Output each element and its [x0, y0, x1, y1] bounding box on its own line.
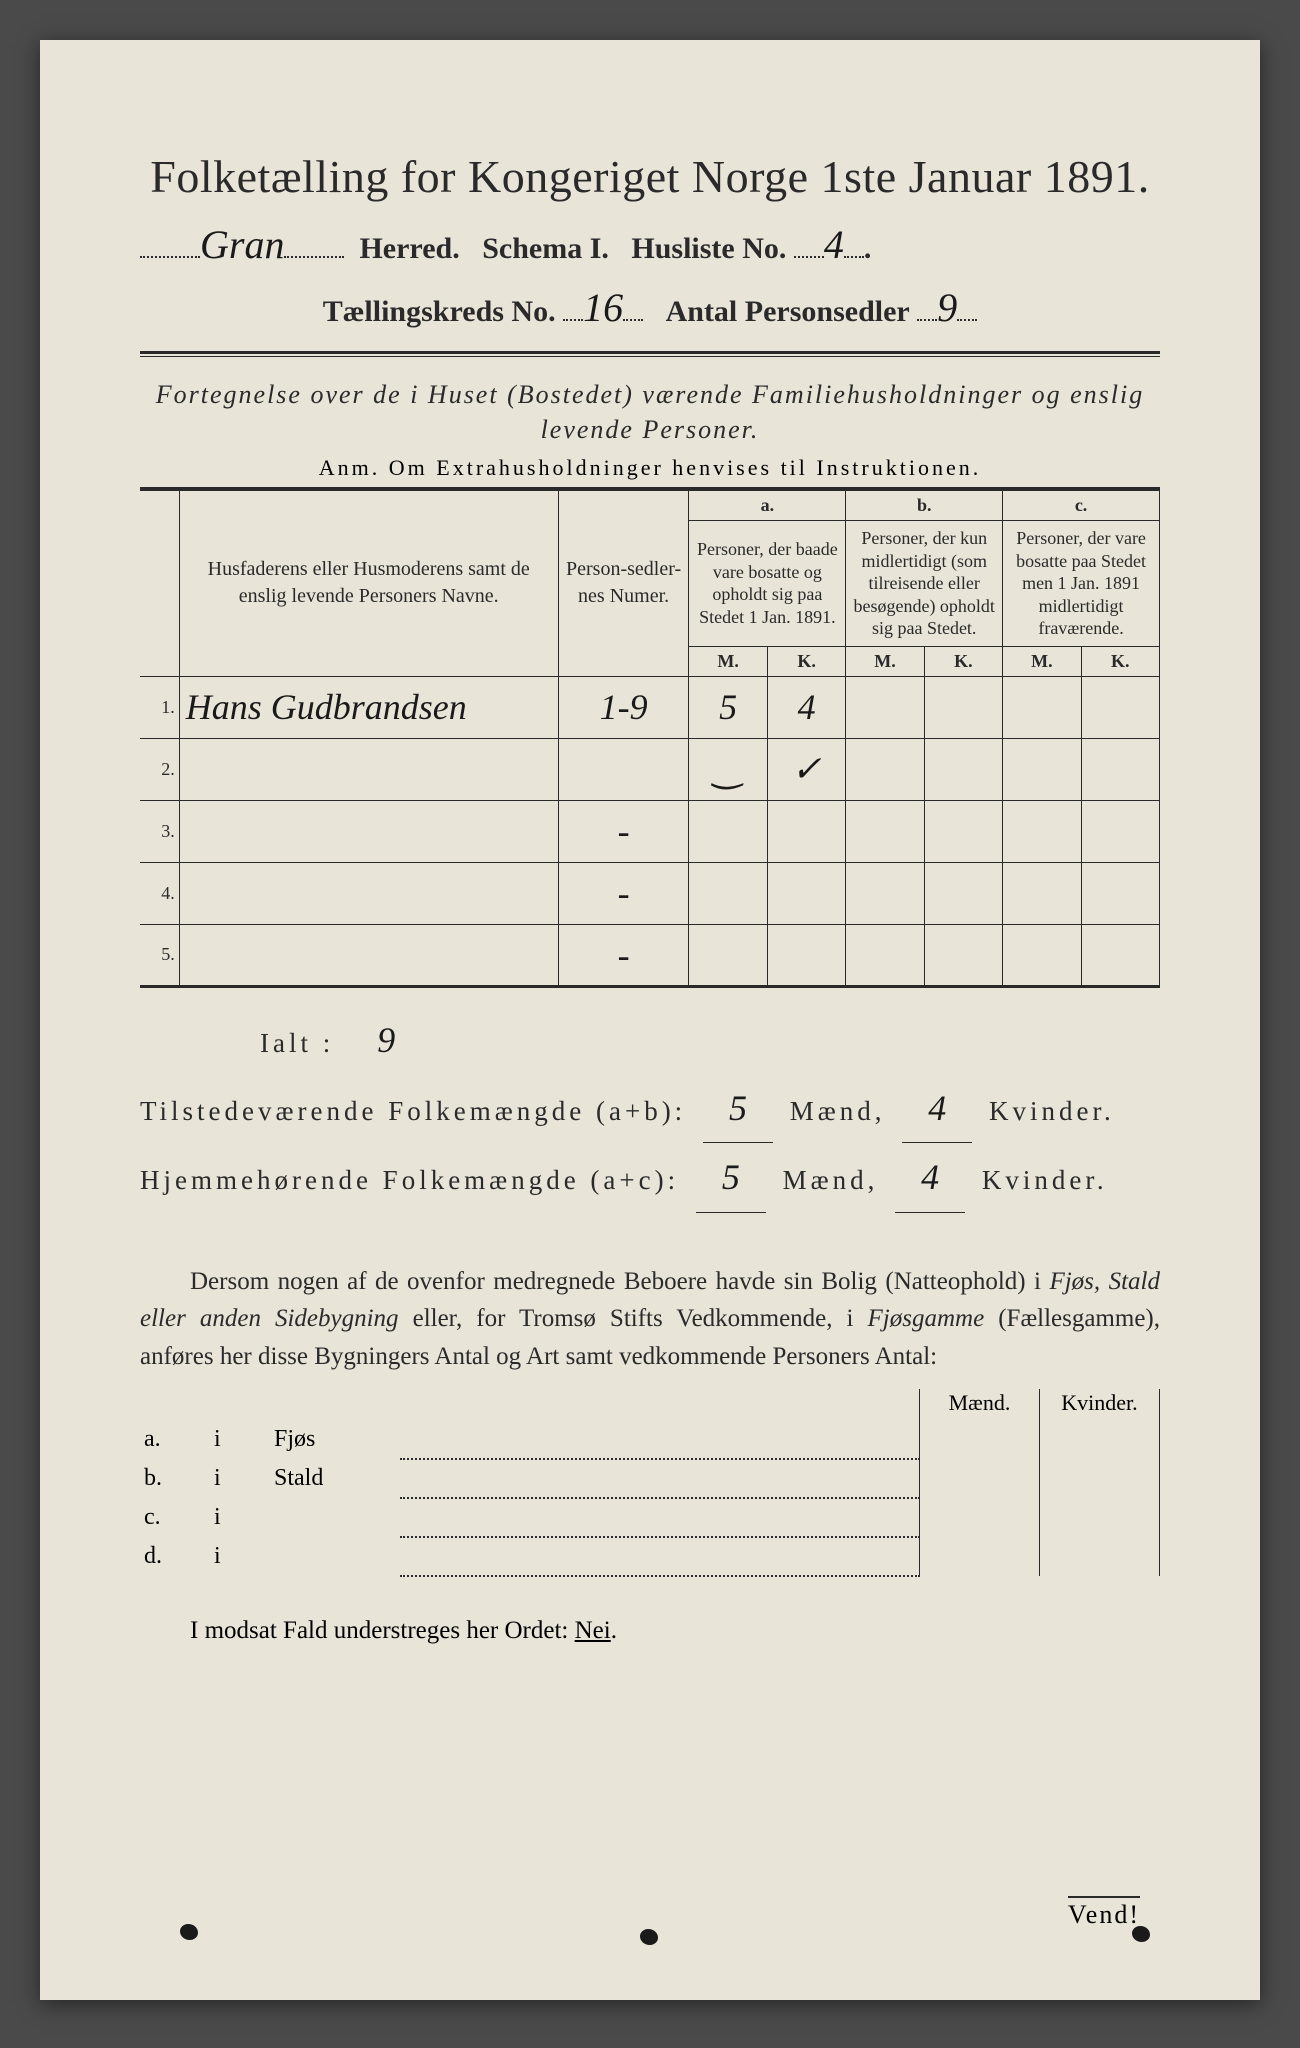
table-row: 1.Hans Gudbrandsen1-954 — [140, 676, 1160, 738]
kreds-value: 16 — [583, 284, 623, 331]
resident-k: 4 — [895, 1143, 965, 1212]
col-name: Husfaderens eller Husmoderens samt de en… — [179, 489, 558, 676]
subtitle: Fortegnelse over de i Huset (Bostedet) v… — [140, 377, 1160, 447]
col-c-label: c. — [1003, 489, 1160, 521]
herred-label: Herred. — [359, 232, 459, 265]
table-row: 2.‿✓ — [140, 738, 1160, 800]
header-line-3: Tællingskreds No. 16 Antal Personsedler … — [140, 284, 1160, 331]
side-row: b.iStald — [140, 1459, 1160, 1498]
col-b-label: b. — [846, 489, 1003, 521]
ink-blot — [640, 1929, 658, 1945]
ialt-label: Ialt : — [260, 1028, 334, 1058]
side-head-k: Kvinder. — [1040, 1389, 1160, 1420]
present-m: 5 — [703, 1074, 773, 1143]
ink-blot — [180, 1924, 198, 1940]
side-row: d.i — [140, 1537, 1160, 1576]
side-row: a.iFjøs — [140, 1420, 1160, 1459]
side-building-table: Mænd. Kvinder. a.iFjøsb.iStaldc.id.i — [140, 1389, 1160, 1577]
col-a-text: Personer, der baade vare bosatte og opho… — [689, 521, 846, 647]
resident-m: 5 — [696, 1143, 766, 1212]
kreds-label: Tællingskreds No. — [323, 295, 556, 328]
schema-label: Schema I. — [482, 232, 609, 265]
divider — [140, 351, 1160, 357]
table-row: 3.- — [140, 800, 1160, 862]
ialt-value: 9 — [377, 1006, 399, 1074]
antal-label: Antal Personsedler — [666, 295, 910, 328]
present-k: 4 — [902, 1074, 972, 1143]
side-building-paragraph: Dersom nogen af de ovenfor medregnede Be… — [140, 1263, 1160, 1376]
present-label: Tilstedeværende Folkemængde (a+b): — [140, 1096, 686, 1126]
nei-line: I modsat Fald understreges her Ordet: Ne… — [140, 1617, 1160, 1645]
nei-word: Nei — [575, 1617, 611, 1644]
census-form-page: Folketælling for Kongeriget Norge 1ste J… — [40, 40, 1260, 2000]
col-num: Person-sedler-nes Numer. — [558, 489, 689, 676]
ink-blot — [1132, 1926, 1150, 1942]
antal-value: 9 — [937, 284, 957, 331]
header-line-2: Gran Herred. Schema I. Husliste No. 4. — [140, 221, 1160, 268]
husliste-label: Husliste No. — [631, 232, 786, 265]
totals-block: Ialt : 9 Tilstedeværende Folkemængde (a+… — [140, 1006, 1160, 1213]
table-row: 4.- — [140, 862, 1160, 924]
herred-value: Gran — [200, 221, 284, 268]
col-c-text: Personer, der vare bosatte paa Stedet me… — [1003, 521, 1160, 647]
husliste-value: 4 — [824, 221, 844, 268]
col-a-label: a. — [689, 489, 846, 521]
side-row: c.i — [140, 1498, 1160, 1537]
household-table: Husfaderens eller Husmoderens samt de en… — [140, 487, 1160, 988]
side-head-m: Mænd. — [920, 1389, 1040, 1420]
resident-label: Hjemmehørende Folkemængde (a+c): — [140, 1165, 679, 1195]
anm-note: Anm. Om Extrahusholdninger henvises til … — [140, 455, 1160, 481]
col-b-text: Personer, der kun midlertidigt (som tilr… — [846, 521, 1003, 647]
table-row: 5.- — [140, 924, 1160, 986]
page-title: Folketælling for Kongeriget Norge 1ste J… — [140, 150, 1160, 203]
vend-label: Vend! — [1068, 1896, 1140, 1930]
